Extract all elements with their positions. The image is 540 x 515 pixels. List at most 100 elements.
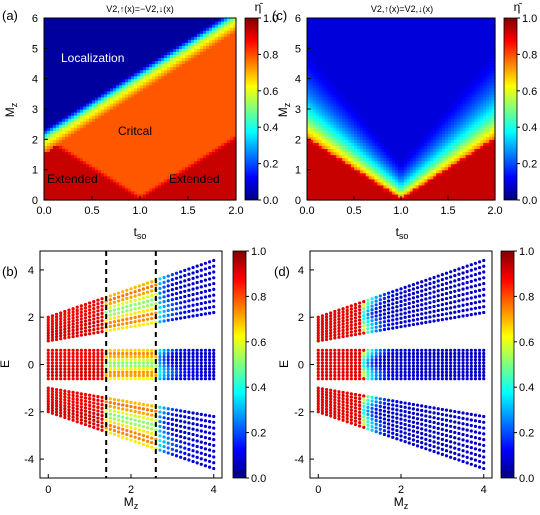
heatmap-cell [110,60,114,65]
heatmap-cell [200,39,204,43]
heatmap-cell [167,45,171,49]
heatmap-cell [98,75,102,80]
heatmap-cell [318,142,323,146]
heatmap-cell [327,54,332,59]
heatmap-cell [164,66,168,71]
heatmap-cell [77,148,81,153]
heatmap-cell [116,178,120,183]
heatmap-cell [143,48,147,52]
heatmap-cell [98,87,102,92]
heatmap-cell [309,33,314,37]
heatmap-cell [74,160,78,165]
heatmap-cell [209,133,213,137]
heatmap-cell [224,112,228,116]
heatmap-cell [345,96,349,101]
heatmap-cell [89,21,93,25]
heatmap-cell [191,130,195,134]
heatmap-cell [336,121,340,125]
heatmap-cell [342,66,346,71]
heatmap-cell [149,99,153,104]
heatmap-cell [212,109,216,113]
heatmap-cell [315,78,320,83]
heatmap-cell [110,163,114,168]
heatmap-cell [179,39,183,43]
heatmap-cell [59,36,63,40]
heatmap-cell [200,21,204,25]
heatmap-cell [212,96,216,101]
heatmap-cell [161,93,165,98]
heatmap-cell [125,121,129,125]
heatmap-cell [164,145,168,150]
heatmap-cell [77,60,81,65]
heatmap-cell [143,115,147,119]
heatmap-cell [176,84,180,89]
heatmap-cell [80,154,84,159]
heatmap-cell [309,193,314,198]
heatmap-cell [125,33,129,37]
heatmap-cell [98,130,102,134]
heatmap-cell [131,78,135,83]
heatmap-cell [342,187,346,192]
heatmap-cell [95,166,99,171]
heatmap-cell [321,84,326,89]
heatmap-cell [342,109,346,113]
heatmap-cell [44,33,48,37]
heatmap-cell [158,133,162,137]
heatmap-cell [71,93,75,98]
heatmap-cell [197,60,201,65]
heatmap-cell [173,109,177,113]
heatmap-cell [92,118,96,122]
heatmap-cell [107,60,111,65]
heatmap-cell [47,142,51,146]
heatmap-cell [185,90,189,95]
heatmap-cell [233,163,237,168]
heatmap-cell [164,21,168,25]
heatmap-cell [342,93,346,98]
heatmap-cell [170,30,174,34]
heatmap-cell [140,93,144,98]
heatmap-cell [309,66,314,71]
heatmap-cell [44,193,48,198]
heatmap-cell [59,60,63,65]
heatmap-cell [125,184,129,189]
heatmap-cell [128,18,132,22]
heatmap-cell [351,42,355,46]
heatmap-cell [44,45,48,49]
heatmap-cell [351,36,355,40]
heatmap-cell [158,21,162,25]
heatmap-cell [351,154,355,159]
heatmap-cell [176,169,180,174]
heatmap-cell [203,84,207,89]
heatmap-cell [188,18,192,22]
heatmap-cell [113,196,117,201]
heatmap-cell [315,45,320,49]
heatmap-cell [158,163,162,168]
heatmap-cell [56,169,60,174]
heatmap-cell [62,63,66,68]
heatmap-cell [354,21,358,25]
heatmap-cell [56,190,60,195]
heatmap-cell [227,193,231,198]
heatmap-cell [351,172,355,177]
heatmap-cell [339,60,343,65]
heatmap-cell [77,175,81,180]
heatmap-cell [50,130,54,134]
heatmap-cell [336,21,340,25]
heatmap-cell [128,133,132,137]
heatmap-cell [95,187,99,192]
heatmap-cell [182,175,186,180]
heatmap-cell [333,45,337,49]
heatmap-cell [125,81,129,86]
heatmap-cell [95,112,99,116]
heatmap-cell [354,36,358,40]
heatmap-cell [125,178,129,183]
heatmap-cell [227,142,231,146]
heatmap-cell [227,151,231,156]
heatmap-cell [212,24,216,28]
heatmap-cell [140,60,144,65]
heatmap-cell [212,169,216,174]
heatmap-cell [110,45,114,49]
heatmap-cell [309,21,314,25]
heatmap-cell [176,21,180,25]
heatmap-cell [209,169,213,174]
